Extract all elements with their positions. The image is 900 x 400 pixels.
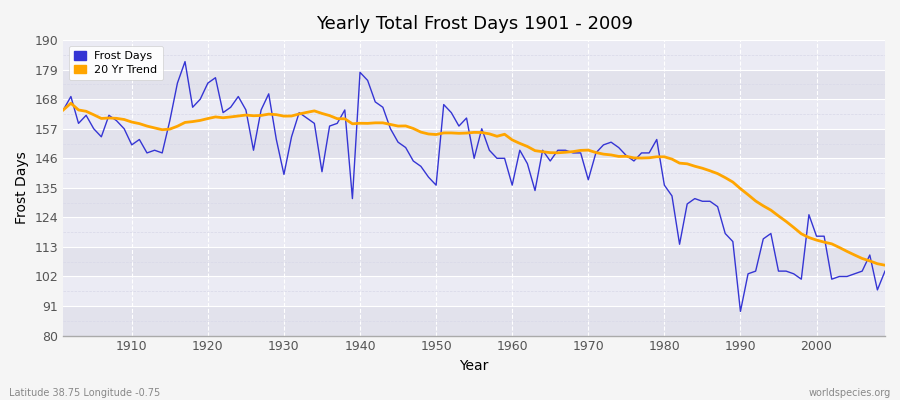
Y-axis label: Frost Days: Frost Days — [15, 152, 29, 224]
Bar — [63, 276, 885, 306]
Frost Days — [293, 110, 304, 115]
Bar — [63, 99, 885, 129]
Frost Days — [606, 140, 616, 144]
Bar — [63, 306, 885, 336]
Frost Days — [507, 183, 517, 188]
Bar — [63, 188, 885, 217]
X-axis label: Year: Year — [460, 359, 489, 373]
20 Yr Trend — [606, 152, 616, 157]
Text: worldspecies.org: worldspecies.org — [809, 388, 891, 398]
Line: Frost Days: Frost Days — [63, 62, 885, 312]
20 Yr Trend — [58, 108, 68, 112]
Bar — [63, 70, 885, 99]
Bar — [63, 129, 885, 158]
Bar — [63, 217, 885, 247]
Text: Latitude 38.75 Longitude -0.75: Latitude 38.75 Longitude -0.75 — [9, 388, 160, 398]
20 Yr Trend — [515, 141, 526, 146]
20 Yr Trend — [293, 112, 304, 116]
20 Yr Trend — [507, 138, 517, 142]
Frost Days — [119, 126, 130, 131]
Frost Days — [180, 59, 191, 64]
Bar — [63, 158, 885, 188]
20 Yr Trend — [339, 116, 350, 121]
20 Yr Trend — [126, 120, 137, 124]
Frost Days — [879, 269, 890, 274]
20 Yr Trend — [879, 263, 890, 268]
20 Yr Trend — [66, 101, 77, 106]
Frost Days — [515, 148, 526, 153]
Bar — [63, 40, 885, 70]
Frost Days — [339, 108, 350, 112]
Line: 20 Yr Trend: 20 Yr Trend — [63, 103, 885, 265]
Frost Days — [58, 108, 68, 112]
Legend: Frost Days, 20 Yr Trend: Frost Days, 20 Yr Trend — [68, 46, 163, 80]
Bar — [63, 247, 885, 276]
Title: Yearly Total Frost Days 1901 - 2009: Yearly Total Frost Days 1901 - 2009 — [316, 15, 633, 33]
Frost Days — [735, 309, 746, 314]
